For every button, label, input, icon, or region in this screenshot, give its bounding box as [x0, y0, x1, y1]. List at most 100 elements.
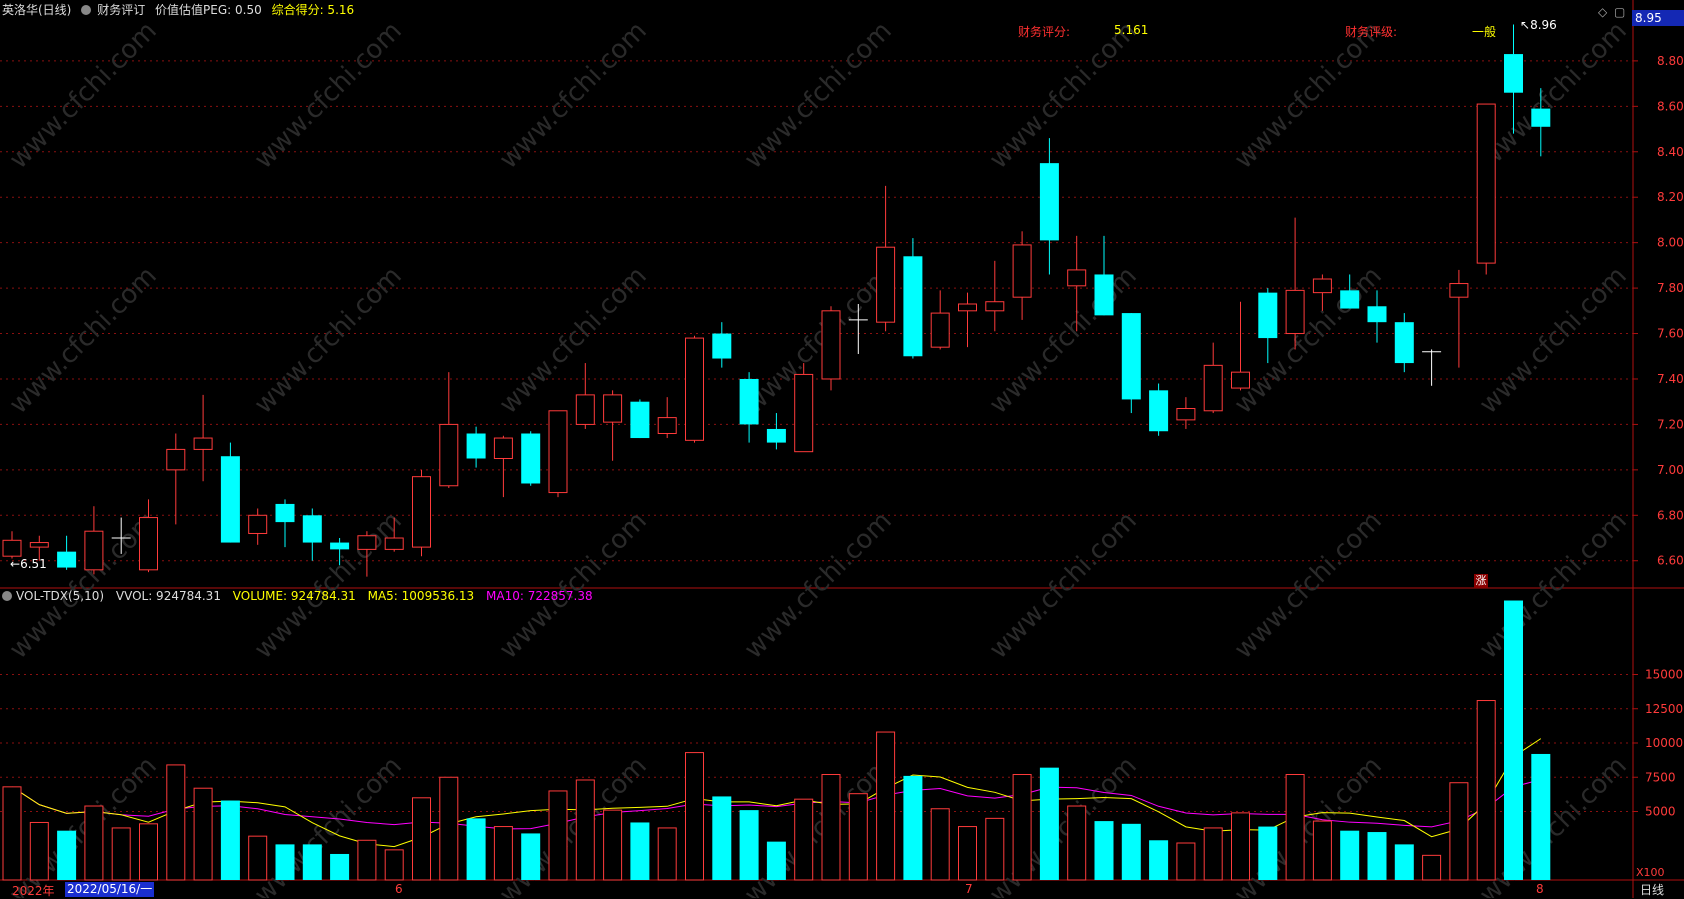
volume-bar — [1203, 827, 1223, 881]
volume-axis: 15000 12500 10000 7500 5000 — [1633, 668, 1683, 819]
candle — [193, 394, 213, 482]
candle — [1367, 290, 1387, 343]
price-tick-label: 6.80 — [1657, 508, 1684, 522]
volume-tick-label: 10000 — [1645, 736, 1683, 750]
candle — [330, 538, 350, 566]
volume-bar — [139, 823, 158, 881]
candle — [1149, 383, 1169, 436]
month-label-6: 6 — [395, 882, 403, 896]
candle — [766, 413, 786, 450]
score-label: 综合得分: 5.16 — [271, 3, 355, 17]
volume-indicator-name[interactable]: VOL-TDX(5,10) — [16, 589, 105, 603]
candle — [357, 531, 377, 577]
stock-title[interactable]: 英洛华(日线) — [2, 3, 72, 17]
date-cursor-label: 2022/05/16/一 — [65, 882, 155, 897]
candle — [657, 397, 677, 439]
candle-body — [1231, 371, 1250, 389]
period-label[interactable]: 日线 — [1640, 883, 1665, 897]
candle-body — [220, 456, 240, 543]
candle — [1285, 217, 1305, 350]
square-icon[interactable]: ▢ — [1614, 5, 1626, 19]
volume-bar — [1476, 700, 1496, 881]
volume-tick-label: 12500 — [1645, 702, 1683, 716]
ma10-value: MA10: 722857.38 — [486, 589, 593, 603]
price-tick-label: 8.00 — [1657, 236, 1684, 250]
volume-bar — [1367, 832, 1387, 880]
candle — [29, 535, 49, 561]
ma5-value: MA5: 1009536.13 — [367, 589, 475, 603]
candle-body — [412, 476, 431, 548]
volume-bar — [1149, 840, 1169, 880]
zhang-marker: 涨 — [1474, 574, 1488, 588]
price-tick-label: 7.40 — [1657, 372, 1684, 386]
volume-bar — [275, 844, 295, 880]
candle-body — [1367, 306, 1387, 323]
settings-dot-icon[interactable] — [81, 5, 92, 15]
month-label-7: 7 — [965, 882, 973, 896]
volume-settings-dot-icon[interactable] — [2, 591, 12, 601]
candle — [384, 517, 404, 552]
candle-body — [1039, 163, 1059, 241]
candle — [275, 499, 295, 548]
candle-body — [903, 256, 923, 357]
candle-body — [1149, 390, 1169, 432]
candle — [603, 390, 623, 461]
price-tick-label: 7.00 — [1657, 463, 1684, 477]
candle — [248, 508, 268, 545]
diamond-icon[interactable]: ◇ — [1598, 5, 1608, 19]
volume-bar — [1258, 826, 1278, 880]
high-price-marker: ↖8.96 — [1520, 18, 1557, 32]
candle — [84, 506, 104, 575]
candle — [958, 292, 977, 348]
candle-body — [1449, 283, 1469, 298]
candle-body — [766, 428, 786, 443]
volume-bar — [766, 841, 786, 880]
candle — [521, 431, 541, 486]
fin-score-value: 5.161 — [1114, 23, 1149, 37]
candle — [1231, 301, 1250, 391]
volume-bar — [685, 752, 704, 881]
vvol-value: VVOL: 924784.31 — [115, 589, 221, 603]
candle-body — [166, 448, 186, 471]
candle — [412, 469, 431, 557]
candle-body — [712, 333, 732, 359]
chart-header: 英洛华(日线) 财务评订 价值估值PEG: 0.50 综合得分: 5.16 — [2, 1, 360, 19]
candle-body — [57, 551, 77, 568]
price-tick-label: 8.20 — [1657, 190, 1684, 204]
volume-bar — [1067, 805, 1087, 881]
candle — [821, 306, 841, 391]
candle-body — [1394, 322, 1414, 364]
indicator-name[interactable]: 财务评订 — [97, 3, 146, 17]
volume-bar — [1504, 600, 1523, 880]
volume-bar — [903, 775, 923, 880]
volume-bar — [985, 817, 1005, 881]
volume-bars — [2, 600, 1551, 881]
candle — [1476, 103, 1496, 275]
candle-body — [657, 417, 677, 435]
candle — [794, 363, 814, 453]
price-tick-label: 7.80 — [1657, 281, 1684, 295]
candle — [1012, 231, 1032, 320]
volume-bar — [439, 776, 459, 881]
volume-bar — [1012, 774, 1032, 881]
volume-bar — [1121, 823, 1141, 880]
candle — [1312, 274, 1332, 311]
volume-bar — [1449, 782, 1469, 881]
volume-bar — [548, 790, 568, 881]
candle — [1176, 397, 1196, 429]
candle-body — [357, 535, 377, 550]
candle-body — [821, 310, 841, 380]
candle — [439, 372, 459, 489]
candle-body — [1312, 278, 1332, 294]
candle — [712, 322, 732, 368]
candle — [848, 304, 868, 354]
candle — [111, 517, 131, 554]
candle — [139, 499, 158, 573]
price-tick-label: 8.40 — [1657, 145, 1684, 159]
volume-bar — [248, 835, 268, 881]
price-tick-label: 7.20 — [1657, 417, 1684, 431]
candle — [739, 372, 759, 443]
candle-body — [575, 394, 595, 425]
